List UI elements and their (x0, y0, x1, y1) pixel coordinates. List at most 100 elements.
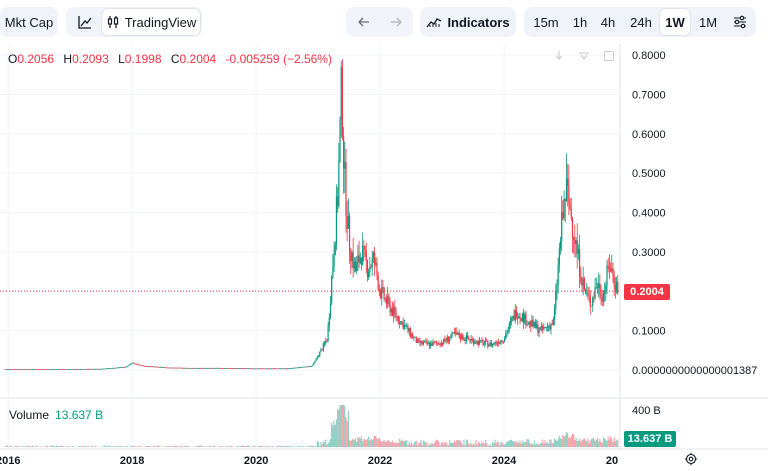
volume-bar (455, 442, 457, 447)
download-icon[interactable] (553, 50, 565, 62)
candle-body (571, 217, 574, 237)
candle-body (308, 366, 310, 368)
indicators-icon (426, 16, 442, 28)
volume-bar (512, 441, 514, 447)
camera-icon[interactable] (577, 50, 591, 62)
candle-body (517, 317, 519, 319)
candle-body (562, 212, 564, 219)
candle-body (532, 320, 534, 327)
candle-body (203, 367, 205, 369)
timeframe-1h[interactable]: 1h (572, 14, 588, 30)
volume-bar (450, 442, 452, 447)
volume-bar (310, 445, 313, 447)
candle-body (194, 367, 196, 369)
candle-body (396, 316, 398, 318)
chart-settings-button[interactable] (726, 7, 754, 37)
volume-bar (25, 445, 28, 447)
volume-bar (130, 445, 133, 447)
candle-body (33, 369, 35, 371)
timeframe-1m[interactable]: 1M (698, 14, 718, 30)
tradingview-button[interactable]: TradingView (102, 9, 200, 35)
candle-body (201, 367, 203, 369)
timeframe-1w[interactable]: 1W (660, 9, 690, 35)
indicators-button[interactable]: Indicators (420, 7, 516, 37)
volume-bar (506, 441, 508, 447)
volume-bar (49, 446, 51, 447)
volume-bar (452, 442, 454, 447)
volume-bar (573, 434, 575, 447)
volume-bar (447, 445, 450, 447)
last-price-tag: 0.2004 (624, 284, 670, 300)
volume-bar (29, 445, 31, 447)
volume-bar (526, 439, 528, 447)
candle-body (515, 309, 518, 318)
timeframe-4h[interactable]: 4h (600, 14, 616, 30)
candle-body (291, 367, 293, 369)
volume-bar (35, 445, 37, 447)
candle-body (230, 368, 233, 369)
candle-body (606, 265, 608, 286)
timeframe-15m[interactable]: 15m (533, 14, 559, 30)
volume-bar (332, 425, 334, 447)
volume-bar (517, 441, 519, 447)
candle-body (408, 328, 410, 332)
candle-body (133, 362, 135, 364)
candle-body (284, 368, 286, 370)
candle-body (4, 369, 6, 371)
volume-bar (583, 438, 585, 447)
price-axis[interactable]: 0.80000.70000.60000.50000.40000.30000.20… (632, 50, 757, 377)
candle-body (401, 321, 403, 323)
volume-bar (240, 445, 242, 447)
volume-bar (472, 443, 475, 447)
volume-bar (602, 437, 605, 447)
candle-body (121, 367, 123, 369)
open-value: 0.2056 (17, 52, 55, 66)
redo-button[interactable] (381, 7, 411, 37)
volume-bar (334, 424, 336, 447)
fullscreen-icon[interactable] (603, 50, 615, 62)
volume-bar (229, 446, 231, 447)
volume-bar (378, 437, 380, 447)
ohlc-legend: O0.2056 H0.2093 L0.1998 C0.2004 -0.00525… (8, 52, 338, 66)
mkt-cap-button[interactable]: Mkt Cap (4, 14, 54, 30)
candle-body (512, 315, 514, 319)
candle-body (497, 342, 500, 344)
volume-bar (477, 441, 479, 447)
volume-bar (575, 437, 577, 447)
candle-body (542, 326, 544, 330)
time-axis[interactable]: 2016 2018 2020 2022 2024 20 (0, 455, 618, 467)
candle-body (176, 367, 178, 369)
timeframe-24h[interactable]: 24h (630, 14, 652, 30)
volume-bar (347, 410, 349, 447)
candle-body (17, 369, 19, 371)
volume-bar (58, 446, 60, 447)
candle-body (220, 368, 222, 369)
candle-body (564, 198, 566, 201)
x-tick-label: 2016 (0, 455, 20, 467)
volume-bar (362, 441, 364, 447)
volume-bar (533, 440, 535, 447)
candle-body (174, 367, 177, 369)
x-tick-label: 2020 (244, 455, 268, 467)
volume-bar (27, 446, 29, 447)
volume-bar (323, 442, 326, 447)
volume-bar (87, 446, 90, 447)
volume-bar (353, 439, 355, 447)
candle-body (186, 367, 189, 369)
candle-body (161, 367, 164, 369)
candle-body (155, 366, 158, 368)
volume-bar (214, 445, 216, 447)
candle-body (190, 368, 192, 369)
line-chart-button[interactable] (70, 7, 100, 37)
undo-button[interactable] (349, 7, 379, 37)
volume-bar (553, 438, 556, 447)
volume-bar (10, 445, 12, 447)
volume-bar (288, 445, 290, 447)
candle-body (472, 339, 475, 344)
volume-bar (140, 445, 142, 447)
volume-bar (174, 445, 177, 447)
volume-bar (226, 445, 228, 447)
candle-body (240, 368, 242, 369)
axis-settings-button[interactable] (684, 452, 698, 471)
